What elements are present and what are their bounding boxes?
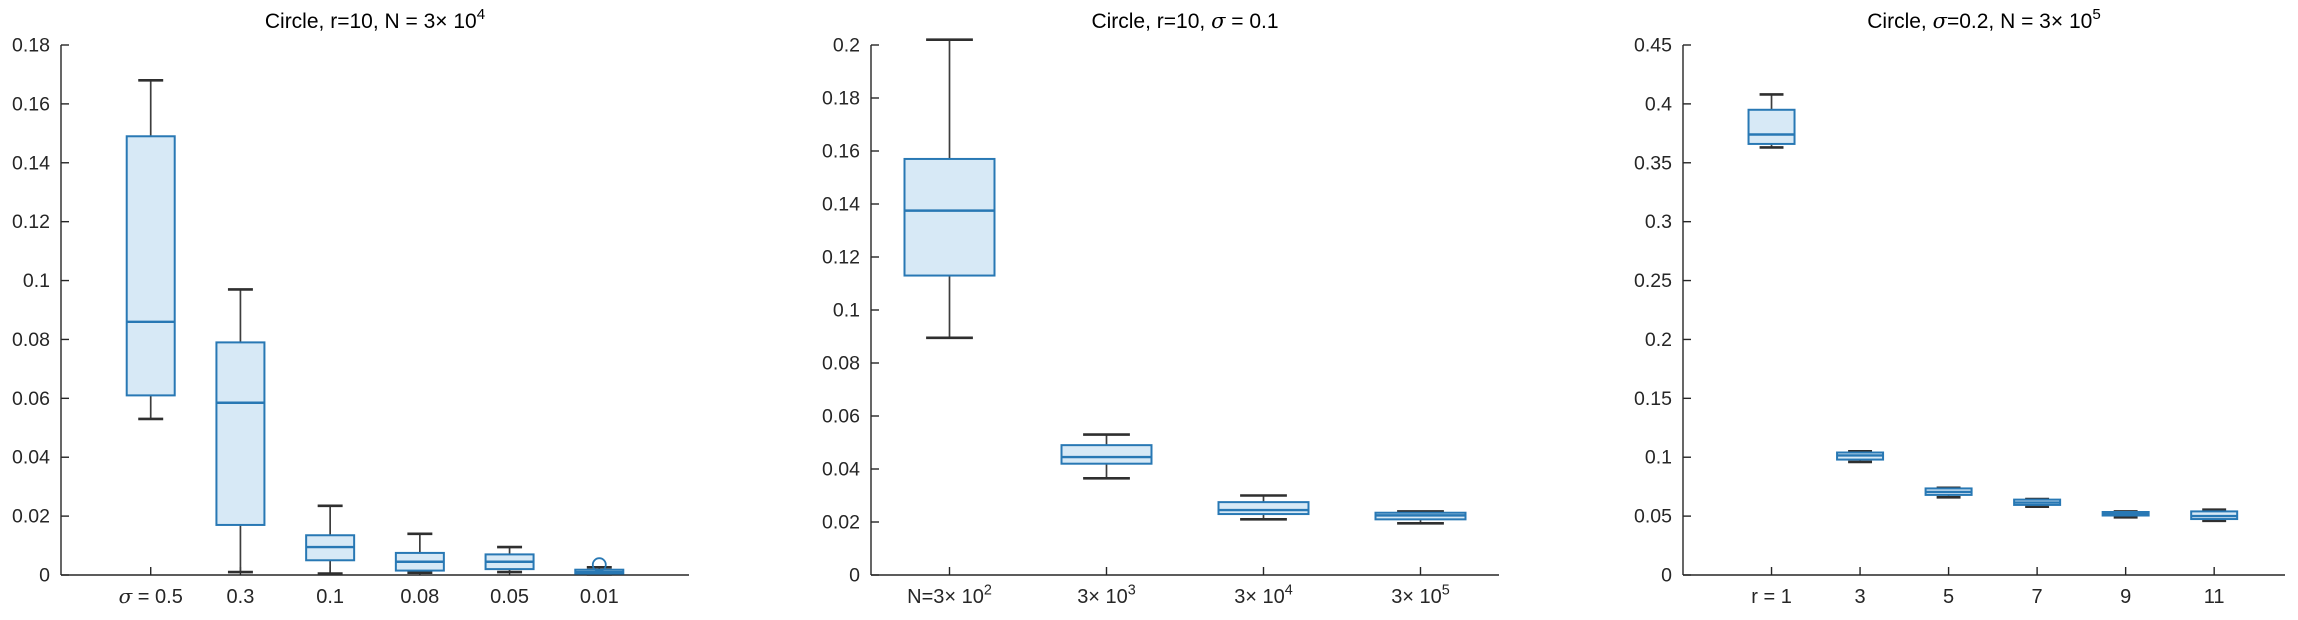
x-tick-label: 7	[2032, 586, 2043, 608]
y-tick-label: 0.16	[822, 141, 860, 163]
y-tick-label: 0.05	[1634, 506, 1672, 528]
plot-background	[0, 0, 766, 615]
box-and-whisker	[305, 504, 356, 575]
iqr-box	[125, 135, 176, 397]
box-and-whisker	[574, 557, 625, 576]
iqr-box	[903, 157, 996, 277]
y-tick-label: 0.12	[12, 211, 50, 233]
y-tick-label: 0.1	[1645, 447, 1672, 469]
y-tick-label: 0.1	[833, 300, 860, 322]
x-tick-label: 0.01	[580, 586, 619, 608]
x-tick-label: 3× 105	[1391, 583, 1450, 608]
y-tick-label: 0.14	[822, 194, 860, 216]
box-and-whisker	[215, 288, 266, 574]
box-and-whisker	[1374, 510, 1467, 525]
y-tick-label: 0.02	[822, 512, 860, 534]
y-tick-label: 0.2	[833, 35, 860, 57]
x-tick-label: 0.1	[316, 586, 344, 608]
plot-background	[1532, 0, 2298, 615]
boxplot-canvas: Circle, r=10, N = 3× 104 0 0.02 0.04 0.06 0.0…	[0, 0, 766, 615]
boxplot-canvas: Circle, σ=0.2, N = 3× 105 0 0.05 0.1 0.15 0.2…	[1532, 0, 2298, 615]
y-tick-label: 0.2	[1645, 329, 1672, 351]
x-tick-label: 5	[1943, 586, 1954, 608]
plot-title: Circle, r=10, N = 3× 104	[265, 6, 485, 33]
y-tick-label: 0	[39, 565, 50, 587]
y-tick-label: 0	[1661, 565, 1672, 587]
subplot-circle-r-sweep: Circle, σ=0.2, N = 3× 105 0 0.05 0.1 0.15 0.2…	[1532, 0, 2298, 615]
y-tick-label: 0.16	[12, 93, 50, 115]
box-and-whisker	[1747, 93, 1796, 149]
x-tick-label: 3	[1854, 586, 1865, 608]
x-tick-label: 0.3	[227, 586, 255, 608]
y-tick-label: 0.35	[1634, 152, 1672, 174]
y-tick-label: 0.25	[1634, 270, 1672, 292]
box-and-whisker	[2013, 497, 2062, 508]
y-tick-label: 0.04	[822, 459, 860, 481]
box-and-whisker	[1836, 450, 1885, 464]
subplot-circle-sigma-sweep: Circle, r=10, N = 3× 104 0 0.02 0.04 0.06 0.0…	[0, 0, 766, 615]
iqr-box	[1060, 444, 1153, 465]
box-and-whisker	[1060, 433, 1153, 480]
x-tick-label: 0.05	[490, 586, 529, 608]
y-tick-label: 0.1	[23, 270, 50, 292]
box-and-whisker	[1924, 486, 1973, 499]
y-tick-label: 0.08	[12, 329, 50, 351]
y-tick-label: 0.18	[12, 35, 50, 57]
x-tick-label: 0.08	[400, 586, 439, 608]
iqr-box	[1747, 108, 1796, 145]
x-tick-label: N=3× 102	[907, 583, 992, 608]
y-tick-label: 0.08	[822, 353, 860, 375]
iqr-box	[215, 341, 266, 526]
y-tick-label: 0.4	[1645, 93, 1672, 115]
x-tick-label: r = 1	[1751, 586, 1792, 608]
box-and-whisker	[2101, 510, 2150, 519]
iqr-box	[1217, 501, 1310, 516]
subplot-circle-n-sweep: Circle, r=10, σ = 0.1 0 0.02 0.04 0.06 0.08 0.…	[766, 0, 1532, 615]
plot-title: Circle, r=10, σ = 0.1	[1091, 9, 1278, 33]
box-and-whisker	[2190, 508, 2239, 523]
y-tick-label: 0.06	[822, 406, 860, 428]
box-and-whisker	[1217, 494, 1310, 521]
x-tick-label: 11	[2204, 586, 2225, 608]
boxplot-canvas: Circle, r=10, σ = 0.1 0 0.02 0.04 0.06 0.08 0.…	[766, 0, 1532, 615]
y-tick-label: 0.14	[12, 152, 50, 174]
y-tick-label: 0.15	[1634, 388, 1672, 410]
y-tick-label: 0.04	[12, 447, 50, 469]
outlier-marker	[591, 557, 607, 573]
y-tick-label: 0.18	[822, 88, 860, 110]
box-and-whisker	[125, 79, 176, 421]
y-tick-label: 0.3	[1645, 211, 1672, 233]
y-tick-label: 0.12	[822, 247, 860, 269]
box-and-whisker	[394, 532, 445, 574]
y-tick-label: 0.06	[12, 388, 50, 410]
x-tick-label: 3× 104	[1234, 583, 1293, 608]
x-tick-label: 9	[2120, 586, 2131, 608]
box-and-whisker	[903, 38, 996, 340]
y-tick-label: 0.02	[12, 506, 50, 528]
box-and-whisker	[484, 545, 535, 574]
x-tick-label: 3× 103	[1077, 583, 1136, 608]
x-tick-label: σ = 0.5	[119, 584, 183, 608]
y-tick-label: 0	[849, 565, 860, 587]
plot-title: Circle, σ=0.2, N = 3× 105	[1867, 6, 2100, 33]
y-tick-label: 0.45	[1634, 35, 1672, 57]
